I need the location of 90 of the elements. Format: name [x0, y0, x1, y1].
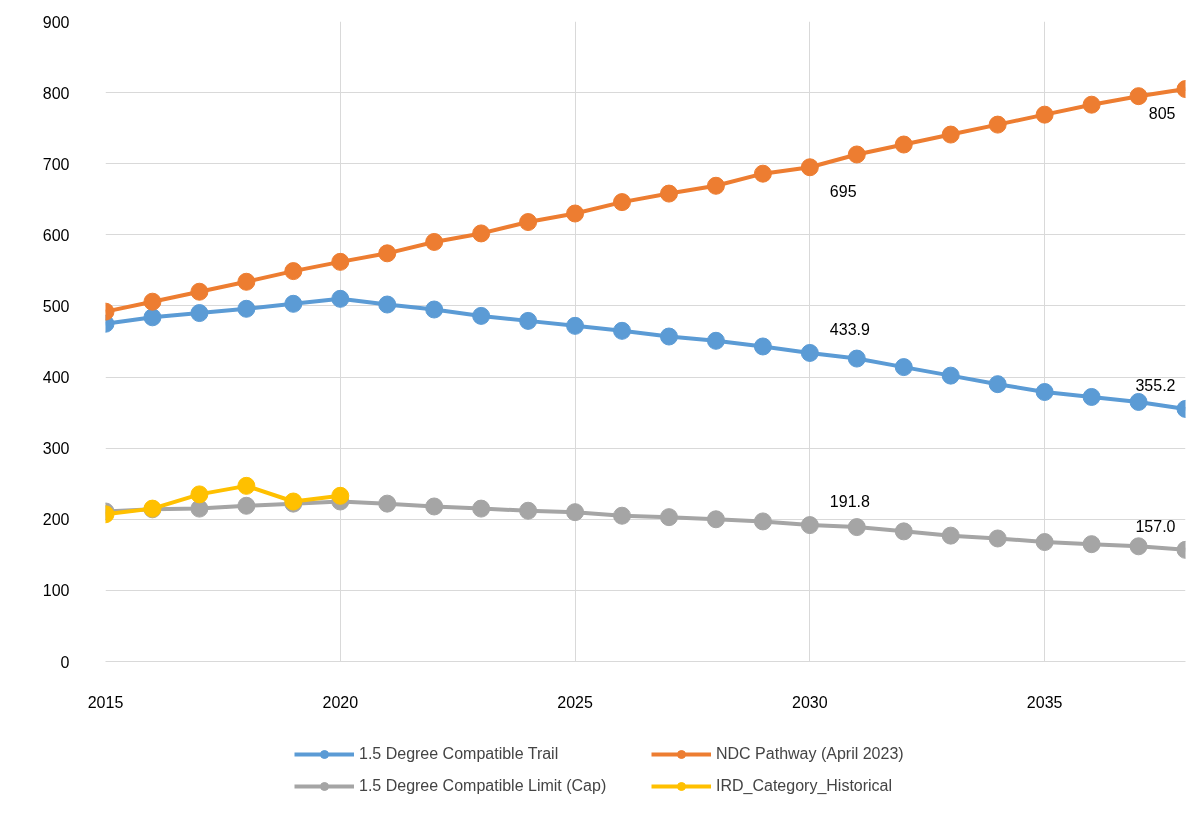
- point: [613, 193, 632, 212]
- point: [894, 358, 913, 377]
- point: [1129, 87, 1148, 106]
- point: [378, 295, 397, 314]
- point: [894, 135, 913, 154]
- point: [941, 125, 960, 144]
- point: [1129, 392, 1148, 411]
- point: [284, 294, 303, 313]
- point: [143, 308, 162, 327]
- data-label: 355.2: [1135, 376, 1176, 394]
- point: [706, 176, 725, 195]
- data-label: 191.8: [829, 493, 870, 511]
- point: [941, 526, 960, 545]
- point: [988, 115, 1007, 134]
- point: [378, 244, 397, 263]
- point: [847, 349, 866, 368]
- x-tick-label: 2020: [322, 693, 359, 711]
- point: [1082, 387, 1101, 406]
- point: [800, 343, 819, 362]
- point: [472, 499, 491, 518]
- point: [237, 496, 256, 515]
- point: [1035, 383, 1054, 401]
- point: [659, 184, 678, 203]
- point: [613, 506, 632, 525]
- legend-label: IRD_Category_Historical: [716, 777, 894, 795]
- point: [706, 331, 725, 350]
- point: [331, 289, 350, 308]
- point: [988, 529, 1007, 548]
- y-tick-label: 500: [42, 297, 70, 315]
- data-label: 433.9: [829, 320, 870, 338]
- point: [1035, 105, 1054, 124]
- point: [847, 518, 866, 537]
- y-tick-label: 900: [42, 13, 70, 31]
- point: [1129, 537, 1148, 556]
- y-tick-label: 0: [60, 653, 70, 671]
- point: [800, 516, 819, 535]
- y-tick-label: 100: [42, 582, 70, 600]
- point: [331, 252, 350, 271]
- x-tick-label: 2025: [557, 693, 593, 711]
- point: [378, 494, 397, 513]
- point: [659, 327, 678, 346]
- point: [425, 497, 444, 516]
- point: [566, 316, 585, 335]
- point: [237, 272, 256, 291]
- point: [425, 300, 444, 319]
- point: [613, 321, 632, 340]
- point: [753, 512, 772, 531]
- y-tick-label: 300: [42, 440, 70, 458]
- y-tick-label: 800: [42, 84, 70, 102]
- point: [519, 311, 538, 330]
- point: [472, 306, 491, 325]
- point: [190, 485, 209, 504]
- point: [566, 204, 585, 223]
- point: [519, 501, 538, 520]
- x-tick-label: 2015: [87, 693, 124, 711]
- point: [659, 508, 678, 527]
- point: [1082, 95, 1101, 114]
- point: [566, 503, 585, 522]
- point: [237, 476, 256, 495]
- x-tick-label: 2030: [792, 693, 828, 711]
- legend-label: 1.5 Degree Compatible Limit (Cap): [359, 777, 608, 795]
- point: [472, 224, 491, 243]
- point: [331, 486, 350, 505]
- y-tick-label: 400: [42, 369, 70, 387]
- legend-label: NDC Pathway (April 2023): [716, 745, 905, 763]
- point: [988, 375, 1007, 394]
- point: [847, 145, 866, 164]
- x-tick-label: 2035: [1026, 693, 1063, 711]
- point: [143, 292, 162, 311]
- point: [1035, 533, 1054, 552]
- point: [800, 158, 819, 177]
- point: [190, 304, 209, 323]
- data-label: 157.0: [1135, 517, 1176, 535]
- point: [1082, 535, 1101, 554]
- point: [894, 522, 913, 541]
- point: [284, 262, 303, 281]
- point: [237, 299, 256, 318]
- legend-label: 1.5 Degree Compatible Trail: [359, 745, 560, 763]
- point: [941, 366, 960, 385]
- data-label: 695: [829, 183, 857, 201]
- point: [425, 232, 444, 251]
- point: [519, 213, 538, 232]
- point: [753, 337, 772, 356]
- y-tick-label: 200: [42, 511, 70, 529]
- y-tick-label: 600: [42, 226, 70, 244]
- data-label: 805: [1148, 105, 1176, 123]
- point: [190, 282, 209, 301]
- point: [753, 164, 772, 183]
- y-tick-label: 700: [42, 155, 70, 173]
- point: [706, 510, 725, 529]
